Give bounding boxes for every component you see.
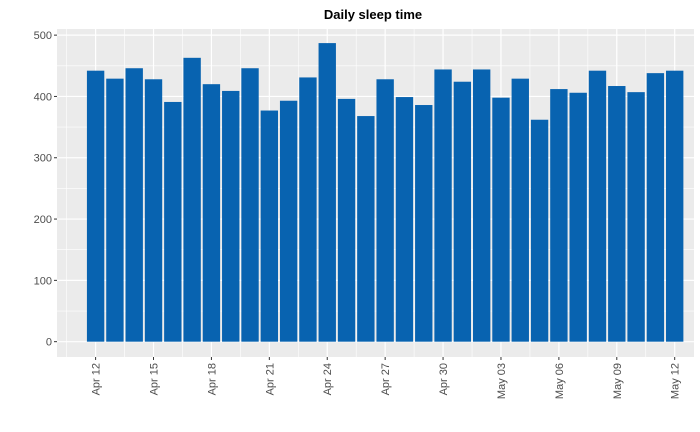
bar [106, 78, 124, 342]
bar [395, 97, 414, 342]
x-tick-label: Apr 12 [91, 363, 103, 395]
x-tick-label: May 12 [670, 363, 682, 399]
bar [125, 68, 143, 342]
y-tick-label: 100 [34, 275, 52, 287]
x-tick-label: Apr 30 [438, 363, 450, 395]
bar [241, 68, 259, 342]
bar [666, 70, 684, 342]
bar [318, 43, 336, 342]
bar [222, 90, 240, 342]
bar [646, 73, 665, 342]
y-tick-label: 300 [34, 153, 52, 165]
bar [260, 110, 279, 342]
bars [86, 43, 684, 342]
x-tick-label: May 09 [612, 363, 624, 399]
y-tick-label: 400 [34, 91, 52, 103]
bar [357, 116, 375, 342]
bar [511, 78, 529, 342]
bar [453, 81, 472, 342]
x-tick-label: Apr 24 [322, 363, 334, 395]
bar [608, 86, 626, 342]
bar [144, 79, 163, 342]
y-tick-label: 500 [34, 30, 52, 42]
bar [550, 89, 568, 342]
x-tick-label: Apr 15 [149, 363, 161, 395]
bar [472, 69, 491, 342]
bar [588, 70, 607, 342]
bar [86, 70, 105, 342]
bar [415, 105, 433, 342]
bar [569, 92, 587, 342]
bar [530, 119, 549, 342]
bar [434, 69, 452, 342]
bar [279, 100, 298, 342]
bar [164, 101, 182, 342]
x-tick-label: Apr 18 [206, 363, 218, 395]
bar [627, 92, 645, 342]
bar [492, 97, 510, 342]
bar [183, 57, 201, 342]
x-tick-label: May 03 [496, 363, 508, 399]
bar [337, 98, 356, 342]
x-tick-label: Apr 21 [264, 363, 276, 395]
x-tick-label: Apr 27 [380, 363, 392, 395]
bar [202, 84, 221, 342]
y-tick-label: 0 [46, 337, 52, 349]
chart-title: Daily sleep time [324, 7, 422, 22]
bar [376, 79, 394, 342]
x-tick-label: May 06 [554, 363, 566, 399]
bar [299, 77, 317, 342]
axes: 0 100 200 300 400 500 Apr 12 Apr 15 Apr 18 Apr 21… [34, 30, 682, 399]
y-tick-label: 200 [34, 214, 52, 226]
